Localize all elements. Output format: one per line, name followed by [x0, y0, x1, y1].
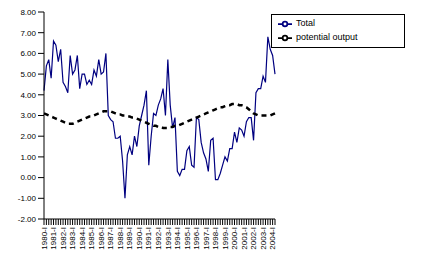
svg-text:2001-I: 2001-I: [240, 227, 249, 250]
svg-text:-2.00: -2.00: [18, 215, 37, 224]
svg-text:1981-I: 1981-I: [49, 227, 58, 250]
svg-text:1993-I: 1993-I: [164, 227, 173, 250]
svg-text:1992-I: 1992-I: [154, 227, 163, 250]
svg-text:1984-I: 1984-I: [78, 227, 87, 250]
svg-text:6.00: 6.00: [20, 49, 36, 58]
svg-text:1997-I: 1997-I: [202, 227, 211, 250]
svg-text:-1.00: -1.00: [18, 194, 37, 203]
svg-text:1988-I: 1988-I: [116, 227, 125, 250]
svg-text:1989-I: 1989-I: [125, 227, 134, 250]
svg-text:8.00: 8.00: [20, 8, 36, 17]
svg-text:2000-I: 2000-I: [230, 227, 239, 250]
svg-text:3.00: 3.00: [20, 111, 36, 120]
html-text:potential output: potential output: [296, 32, 358, 43]
svg-text:7.00: 7.00: [20, 29, 36, 38]
svg-text:1983-I: 1983-I: [68, 227, 77, 250]
svg-text:1985-I: 1985-I: [87, 227, 96, 250]
svg-text:2002-I: 2002-I: [249, 227, 258, 250]
svg-text:2.00: 2.00: [20, 132, 36, 141]
svg-text:5.00: 5.00: [20, 70, 36, 79]
svg-text:1980-I: 1980-I: [40, 227, 49, 250]
svg-text:1.00: 1.00: [20, 153, 36, 162]
svg-text:1994-I: 1994-I: [173, 227, 182, 250]
svg-text:1987-I: 1987-I: [106, 227, 115, 250]
svg-text:1999-I: 1999-I: [221, 227, 230, 250]
html-text:Total: Total: [296, 18, 315, 29]
svg-text:1998-I: 1998-I: [211, 227, 220, 250]
svg-text:1996-I: 1996-I: [192, 227, 201, 250]
svg-text:4.00: 4.00: [20, 91, 36, 100]
svg-text:2003-I: 2003-I: [259, 227, 268, 250]
svg-text:1982-I: 1982-I: [59, 227, 68, 250]
svg-text:1990-I: 1990-I: [135, 227, 144, 250]
svg-text:2004-I: 2004-I: [268, 227, 277, 250]
svg-text:1986-I: 1986-I: [97, 227, 106, 250]
svg-text:1991-I: 1991-I: [144, 227, 153, 250]
svg-text:0.00: 0.00: [20, 173, 36, 182]
svg-text:1995-I: 1995-I: [183, 227, 192, 250]
